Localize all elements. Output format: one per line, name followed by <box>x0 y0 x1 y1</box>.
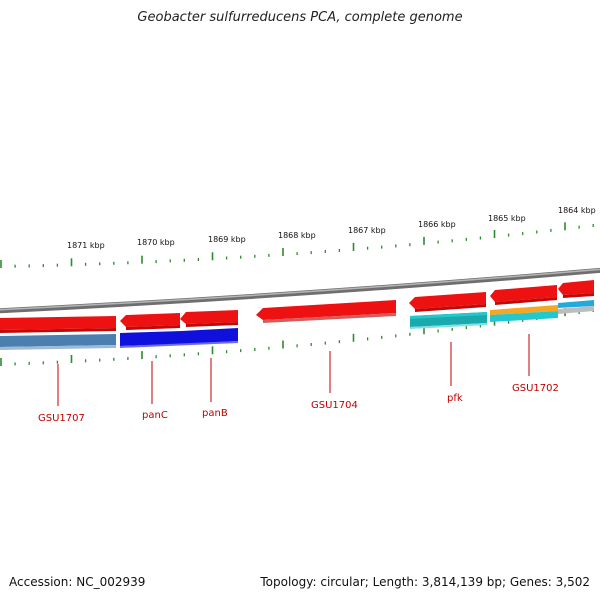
gene-feature <box>0 334 116 347</box>
scale-label-1864: 1864 kbp <box>558 206 596 215</box>
gene-label-gsu1704: GSU1704 <box>311 400 358 411</box>
gene-feature <box>490 285 557 302</box>
gene-leaders <box>57 334 530 406</box>
feature-track-top <box>0 280 594 333</box>
genome-title: Geobacter sulfurreducens PCA, complete g… <box>137 10 463 25</box>
gene-feature <box>120 313 180 327</box>
scale-label-1868: 1868 kbp <box>278 231 316 240</box>
scale-label-1865: 1865 kbp <box>488 214 526 223</box>
gene-feature <box>182 328 238 344</box>
gene-feature <box>490 305 558 315</box>
feature-track-bottom <box>0 300 594 350</box>
scale-label-1866: 1866 kbp <box>418 220 456 229</box>
scale-label-1867: 1867 kbp <box>348 226 386 235</box>
accession-text: Accession: NC_002939 <box>9 575 146 589</box>
gene-feature <box>558 300 594 308</box>
gene-feature <box>120 331 182 346</box>
gene-feature <box>490 311 558 322</box>
upper-scale-ticks <box>0 222 594 268</box>
scale-label-1870: 1870 kbp <box>137 238 175 247</box>
gene-label-panb: panB <box>202 408 228 419</box>
genome-backbone <box>0 267 600 314</box>
scale-label-1871: 1871 kbp <box>67 241 105 250</box>
gene-feature <box>558 306 594 314</box>
gene-feature <box>0 316 116 330</box>
gene-feature <box>256 300 396 320</box>
topology-text: Topology: circular; Length: 3,814,139 bp… <box>260 575 590 589</box>
gene-feature <box>409 292 486 309</box>
gene-feature <box>558 280 594 295</box>
gene-label-gsu1702: GSU1702 <box>512 383 559 394</box>
gene-label-pfk: pfk <box>447 393 463 404</box>
gene-label-gsu1707: GSU1707 <box>38 413 85 424</box>
gene-feature <box>180 310 238 324</box>
scale-label-1869: 1869 kbp <box>208 235 246 244</box>
gene-label-panc: panC <box>142 410 168 421</box>
